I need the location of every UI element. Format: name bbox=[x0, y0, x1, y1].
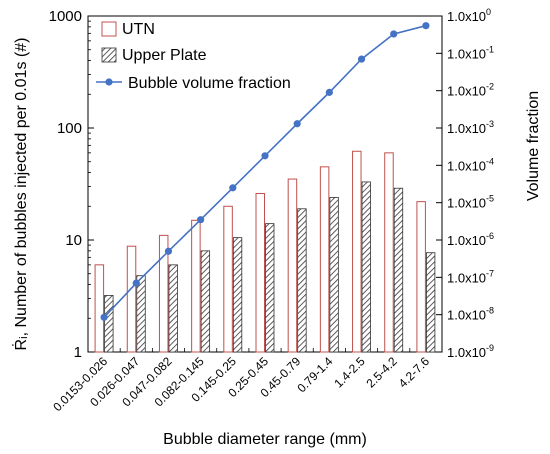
bar-upper-plate bbox=[393, 187, 404, 353]
bar-upper-plate bbox=[426, 252, 436, 353]
bar-utn bbox=[223, 205, 233, 353]
volume-fraction-point bbox=[422, 22, 430, 30]
y2-tick-label: 1.0x10-4 bbox=[447, 156, 494, 173]
volume-fraction-point bbox=[164, 247, 173, 255]
bar-utn bbox=[94, 264, 105, 353]
bar-utn bbox=[255, 193, 265, 353]
bar-utn bbox=[319, 166, 330, 353]
bar-utn bbox=[191, 219, 201, 353]
y2-tick-label: 1.0x100 bbox=[447, 7, 491, 24]
bar-utn bbox=[287, 178, 298, 353]
y2-tick-label: 1.0x10-2 bbox=[447, 82, 494, 99]
y-tick-label: 1000 bbox=[49, 8, 82, 25]
bar-utn bbox=[352, 150, 362, 353]
x-tick-label: 0.79-1.4 bbox=[294, 354, 335, 395]
y2-tick-label: 1.0x10-1 bbox=[447, 44, 494, 61]
bar-upper-plate bbox=[168, 264, 178, 353]
bar-utn bbox=[126, 245, 137, 353]
bar-upper-plate bbox=[136, 275, 146, 353]
volume-fraction-point bbox=[390, 30, 398, 38]
bar-utn bbox=[158, 234, 169, 353]
legend: UTN Upper Plate Bubble volume fraction bbox=[96, 21, 291, 92]
volume-fraction-point bbox=[357, 55, 366, 63]
bar-upper-plate bbox=[265, 223, 275, 353]
volume-fraction-point bbox=[197, 216, 205, 224]
volume-fraction-point bbox=[132, 279, 140, 287]
bar-utn bbox=[416, 201, 426, 353]
bars bbox=[94, 150, 436, 353]
volume-fraction-point bbox=[261, 152, 269, 160]
bar-upper-plate bbox=[297, 208, 307, 353]
x-axis-title: Bubble diameter range (mm) bbox=[163, 431, 367, 448]
bar-upper-plate bbox=[200, 250, 211, 353]
y-tick-label: 10 bbox=[65, 232, 82, 249]
y2-tick-label: 1.0x10-9 bbox=[447, 343, 494, 360]
y-tick-label: 1 bbox=[74, 344, 82, 361]
legend-marker-volume-fraction bbox=[105, 78, 113, 86]
bar-upper-plate bbox=[361, 181, 371, 353]
x-tick-label: 4.2-7.6 bbox=[396, 354, 433, 391]
bar-upper-plate bbox=[232, 237, 243, 353]
y-axis-title: Ṙᵢ, Number of bubbles injected per 0.01s… bbox=[11, 38, 30, 351]
y2-tick-label: 1.0x10-5 bbox=[447, 194, 494, 211]
volume-fraction-point bbox=[293, 120, 301, 128]
volume-fraction-point bbox=[229, 184, 237, 192]
bar-upper-plate bbox=[104, 295, 114, 353]
y2-tick-label: 1.0x10-6 bbox=[447, 231, 494, 248]
volume-fraction-point bbox=[325, 88, 333, 96]
x-tick-label: 2.5-4.2 bbox=[364, 354, 401, 391]
y2-tick-label: 1.0x10-8 bbox=[447, 306, 494, 323]
legend-label-upper-plate: Upper Plate bbox=[122, 47, 207, 64]
bar-utn bbox=[384, 152, 394, 353]
volume-fraction-point bbox=[100, 313, 108, 321]
y-tick-label: 100 bbox=[57, 120, 82, 137]
volume-fraction-line bbox=[100, 22, 430, 321]
legend-label-volume-fraction: Bubble volume fraction bbox=[128, 75, 291, 92]
legend-label-utn: UTN bbox=[122, 21, 155, 38]
legend-swatch-utn bbox=[101, 21, 117, 37]
legend-swatch-upper-plate bbox=[101, 47, 117, 63]
y2-axis-title: Volume fraction bbox=[525, 91, 542, 201]
y2-tick-label: 1.0x10-7 bbox=[447, 268, 494, 285]
x-tick-label: 1.4-2.5 bbox=[331, 354, 368, 391]
y2-tick-label: 1.0x10-3 bbox=[447, 119, 494, 136]
bar-upper-plate bbox=[329, 197, 339, 353]
